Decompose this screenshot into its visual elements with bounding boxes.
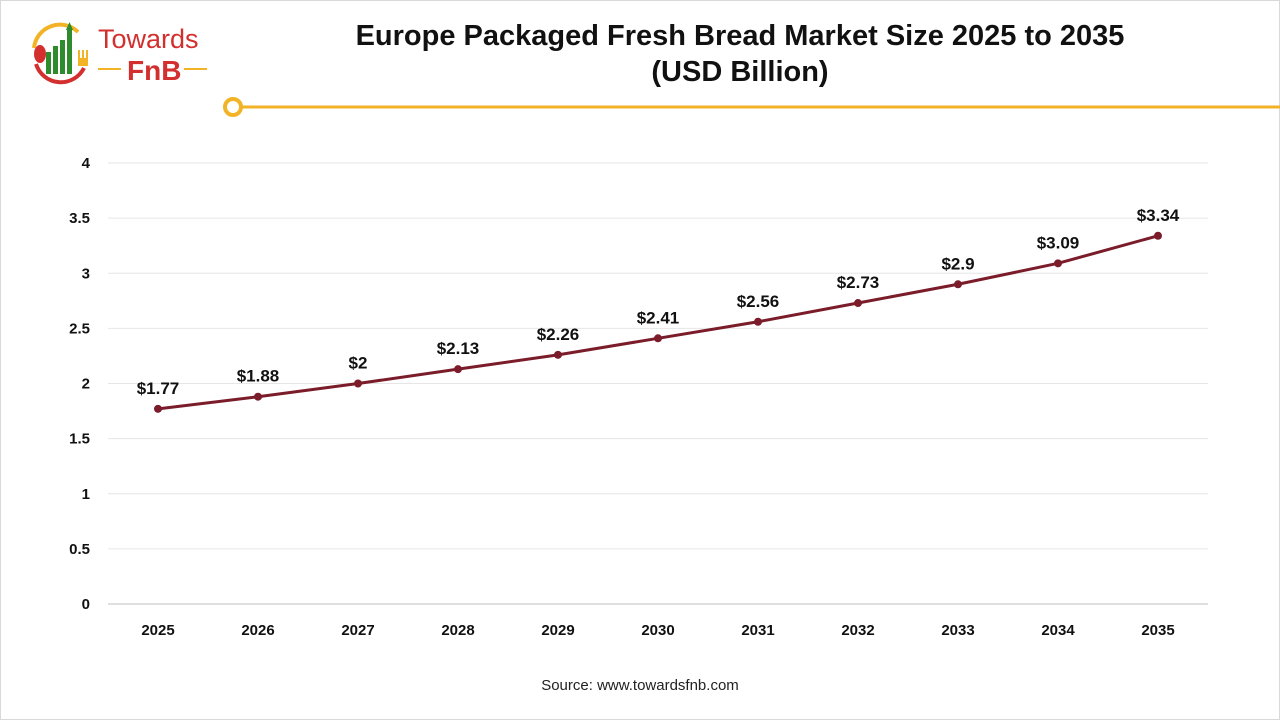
- data-label: $3.34: [1137, 206, 1180, 225]
- data-point: [1054, 259, 1062, 268]
- x-tick-label: 2032: [841, 622, 874, 639]
- data-point: [154, 404, 162, 413]
- y-tick-label: 0: [82, 596, 90, 613]
- data-label: $2: [349, 354, 368, 373]
- y-tick-label: 2: [82, 376, 90, 393]
- x-tick-label: 2025: [141, 622, 174, 639]
- data-point: [854, 299, 862, 308]
- logo-text-towards: Towards: [98, 24, 199, 54]
- x-tick-label: 2030: [641, 622, 674, 639]
- data-label: $1.77: [137, 379, 180, 398]
- data-label: $2.26: [537, 325, 580, 344]
- data-label: $3.09: [1037, 233, 1080, 252]
- y-tick-label: 3: [82, 265, 90, 282]
- y-tick-label: 0.5: [69, 541, 90, 558]
- x-tick-label: 2028: [441, 622, 474, 639]
- y-tick-label: 4: [82, 155, 91, 172]
- data-label: $2.73: [837, 273, 880, 292]
- data-point: [1154, 231, 1162, 240]
- x-tick-label: 2027: [341, 622, 374, 639]
- x-tick-label: 2034: [1041, 622, 1075, 639]
- data-point: [554, 350, 562, 359]
- y-tick-label: 1: [82, 486, 90, 503]
- title-line-1: Europe Packaged Fresh Bread Market Size …: [355, 20, 1125, 52]
- data-label: $2.13: [437, 339, 480, 358]
- data-label: $2.41: [637, 308, 680, 327]
- y-tick-label: 1.5: [69, 431, 90, 448]
- y-tick-label: 2.5: [69, 320, 90, 337]
- logo-text-fnb: FnB: [127, 55, 181, 86]
- data-label: $2.56: [737, 292, 780, 311]
- source-note: Source: www.towardsfnb.com: [541, 677, 739, 694]
- data-label: $2.9: [941, 254, 974, 273]
- x-tick-label: 2033: [941, 622, 974, 639]
- chart-title: Europe Packaged Fresh Bread Market Size …: [300, 18, 1180, 90]
- y-tick-label: 3.5: [69, 210, 90, 227]
- data-point: [954, 280, 962, 289]
- data-point: [354, 379, 362, 388]
- towards-fnb-logo: Towards FnB: [26, 18, 216, 93]
- x-tick-label: 2031: [741, 622, 774, 639]
- data-point: [654, 334, 662, 343]
- data-label: $1.88: [237, 367, 280, 386]
- data-point: [254, 392, 262, 401]
- data-point: [754, 317, 762, 326]
- x-tick-label: 2026: [241, 622, 274, 639]
- x-tick-label: 2035: [1141, 622, 1174, 639]
- x-tick-label: 2029: [541, 622, 574, 639]
- title-line-2: (USD Billion): [651, 56, 829, 88]
- header-divider: [223, 97, 1280, 117]
- data-point: [454, 365, 462, 374]
